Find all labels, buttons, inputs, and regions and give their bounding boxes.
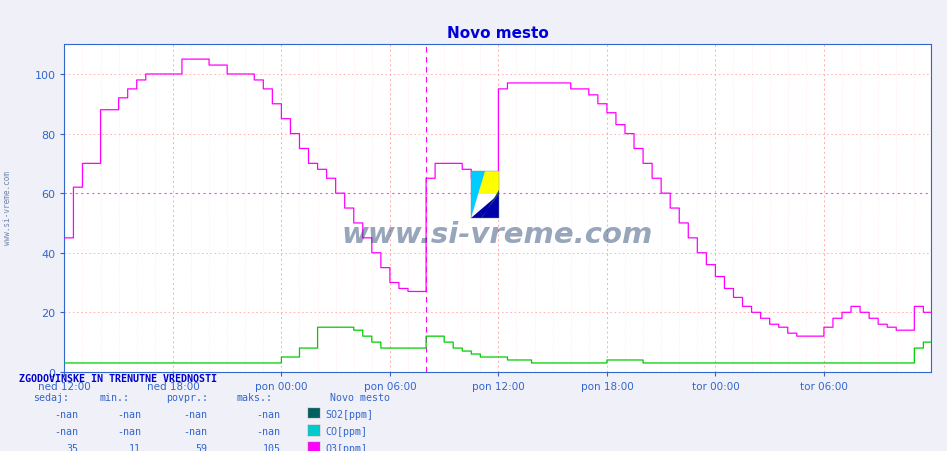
Text: -nan: -nan [257, 426, 280, 436]
Polygon shape [471, 171, 499, 195]
Text: www.si-vreme.com: www.si-vreme.com [3, 170, 12, 244]
Text: sedaj:: sedaj: [33, 392, 69, 402]
Text: -nan: -nan [55, 426, 79, 436]
Text: povpr.:: povpr.: [166, 392, 207, 402]
Text: ZGODOVINSKE IN TRENUTNE VREDNOSTI: ZGODOVINSKE IN TRENUTNE VREDNOSTI [19, 373, 217, 383]
Text: -nan: -nan [117, 409, 141, 419]
Polygon shape [481, 190, 499, 219]
Polygon shape [471, 171, 485, 219]
Text: min.:: min.: [99, 392, 130, 402]
Text: 59: 59 [195, 443, 207, 451]
Polygon shape [471, 195, 499, 219]
Text: O3[ppm]: O3[ppm] [326, 443, 367, 451]
Text: 35: 35 [66, 443, 79, 451]
Text: 105: 105 [262, 443, 280, 451]
Text: www.si-vreme.com: www.si-vreme.com [342, 221, 653, 249]
Text: maks.:: maks.: [237, 392, 273, 402]
Text: -nan: -nan [184, 426, 207, 436]
Text: 11: 11 [129, 443, 141, 451]
Text: -nan: -nan [184, 409, 207, 419]
Text: Novo mesto: Novo mesto [330, 392, 389, 402]
Title: Novo mesto: Novo mesto [447, 26, 548, 41]
Text: -nan: -nan [257, 409, 280, 419]
Text: -nan: -nan [117, 426, 141, 436]
Text: SO2[ppm]: SO2[ppm] [326, 409, 374, 419]
Text: CO[ppm]: CO[ppm] [326, 426, 367, 436]
Text: -nan: -nan [55, 409, 79, 419]
